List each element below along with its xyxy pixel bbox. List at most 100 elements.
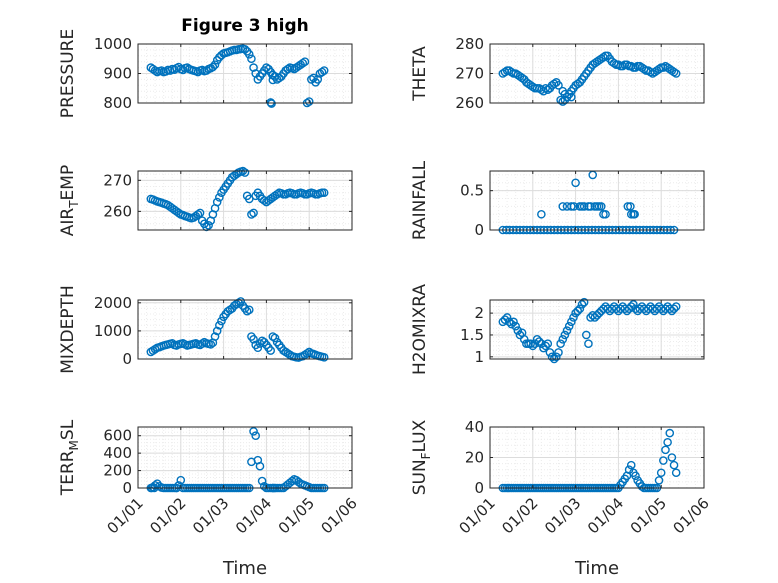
data-point [554, 348, 563, 357]
y-tick-label: 0 [122, 350, 132, 368]
data-point [582, 330, 591, 340]
y-tick-label: 270 [455, 65, 484, 83]
data-point [669, 460, 679, 470]
data-point [247, 210, 256, 219]
axes-box [137, 299, 353, 360]
data-point [150, 66, 160, 75]
data-point [176, 475, 186, 485]
data-point [669, 304, 679, 314]
data-point [624, 304, 634, 314]
data-point [500, 67, 510, 77]
data-point [530, 339, 540, 349]
data-point [240, 45, 250, 54]
y-axis-label: TERRMSL [58, 419, 81, 496]
x-tick-label: 01/03 [541, 494, 584, 537]
x-tick-label: 01/03 [189, 494, 232, 537]
x-tick-label: 01/05 [275, 494, 318, 537]
data-point [560, 330, 570, 340]
data-point [623, 202, 633, 211]
data-point [210, 332, 220, 341]
y-tick-label: 40 [465, 418, 484, 436]
data-point [592, 310, 602, 320]
data-point [193, 210, 203, 219]
data-point [556, 339, 565, 349]
x-tick-label: 01/01 [456, 494, 499, 537]
data-point [558, 97, 568, 106]
data-point [300, 57, 310, 67]
x-tick-label: 01/06 [670, 494, 713, 537]
data-point [146, 347, 156, 357]
data-point [298, 58, 308, 68]
y-tick-label: 900 [103, 65, 132, 83]
data-point [573, 306, 583, 316]
data-point [234, 298, 243, 308]
panel-theta: 260 270 280 THETA [410, 35, 705, 112]
data-point [537, 85, 546, 95]
data-point [210, 60, 220, 69]
data-point [594, 308, 604, 318]
data-point [549, 79, 559, 89]
data-point [498, 317, 508, 327]
data-point [537, 339, 546, 349]
data-point [534, 337, 544, 346]
data-point [564, 321, 574, 331]
y-tick-label: 260 [103, 202, 132, 220]
data-point [537, 209, 546, 219]
data-point [626, 202, 635, 211]
data-point [528, 341, 538, 351]
data-point [532, 335, 542, 344]
data-point [197, 339, 207, 348]
data-point [631, 471, 640, 481]
data-point [257, 476, 267, 486]
y-tick-label: 1000 [94, 322, 132, 340]
data-point [206, 340, 216, 349]
data-point [618, 61, 627, 71]
y-tick-label: 0.5 [460, 182, 484, 200]
y-tick-label: 1000 [94, 35, 132, 53]
data-point [571, 178, 580, 188]
chart-title: Figure 3 high [181, 16, 309, 36]
data-point [579, 202, 589, 211]
y-tick-label: 270 [103, 171, 132, 189]
panel-rainfall: 0 0.5 RAINFALL [410, 160, 705, 240]
data-point [212, 326, 222, 336]
data-point [630, 209, 639, 219]
data-point [671, 468, 681, 478]
data-point [509, 317, 518, 327]
data-point [654, 476, 664, 485]
data-point [283, 349, 293, 358]
data-point [272, 189, 282, 199]
data-point [319, 188, 329, 198]
y-tick-label: 1.5 [460, 326, 484, 344]
data-point [266, 98, 275, 107]
data-point [631, 63, 640, 72]
data-point [579, 297, 589, 307]
data-point [208, 62, 218, 72]
data-point [319, 353, 329, 362]
data-point [249, 208, 258, 218]
y-axis-label: MIXDEPTH [58, 285, 78, 374]
y-tick-label: 0 [122, 479, 132, 497]
data-point [170, 65, 179, 74]
data-point [541, 341, 550, 351]
axes-box [489, 170, 705, 231]
y-tick-label: 280 [455, 35, 484, 53]
data-point [671, 69, 681, 78]
data-point [667, 306, 677, 316]
data-point [268, 70, 277, 80]
axes-box [489, 299, 705, 360]
data-point [270, 333, 280, 343]
data-point [569, 202, 579, 211]
data-point [249, 427, 258, 436]
data-point [629, 300, 638, 309]
data-point [584, 339, 593, 349]
data-point [298, 351, 308, 361]
data-point [229, 301, 239, 310]
data-point [302, 349, 312, 358]
x-axis-label: Time [574, 558, 619, 579]
data-point [586, 202, 595, 211]
data-point [511, 321, 520, 331]
data-point [202, 66, 211, 75]
